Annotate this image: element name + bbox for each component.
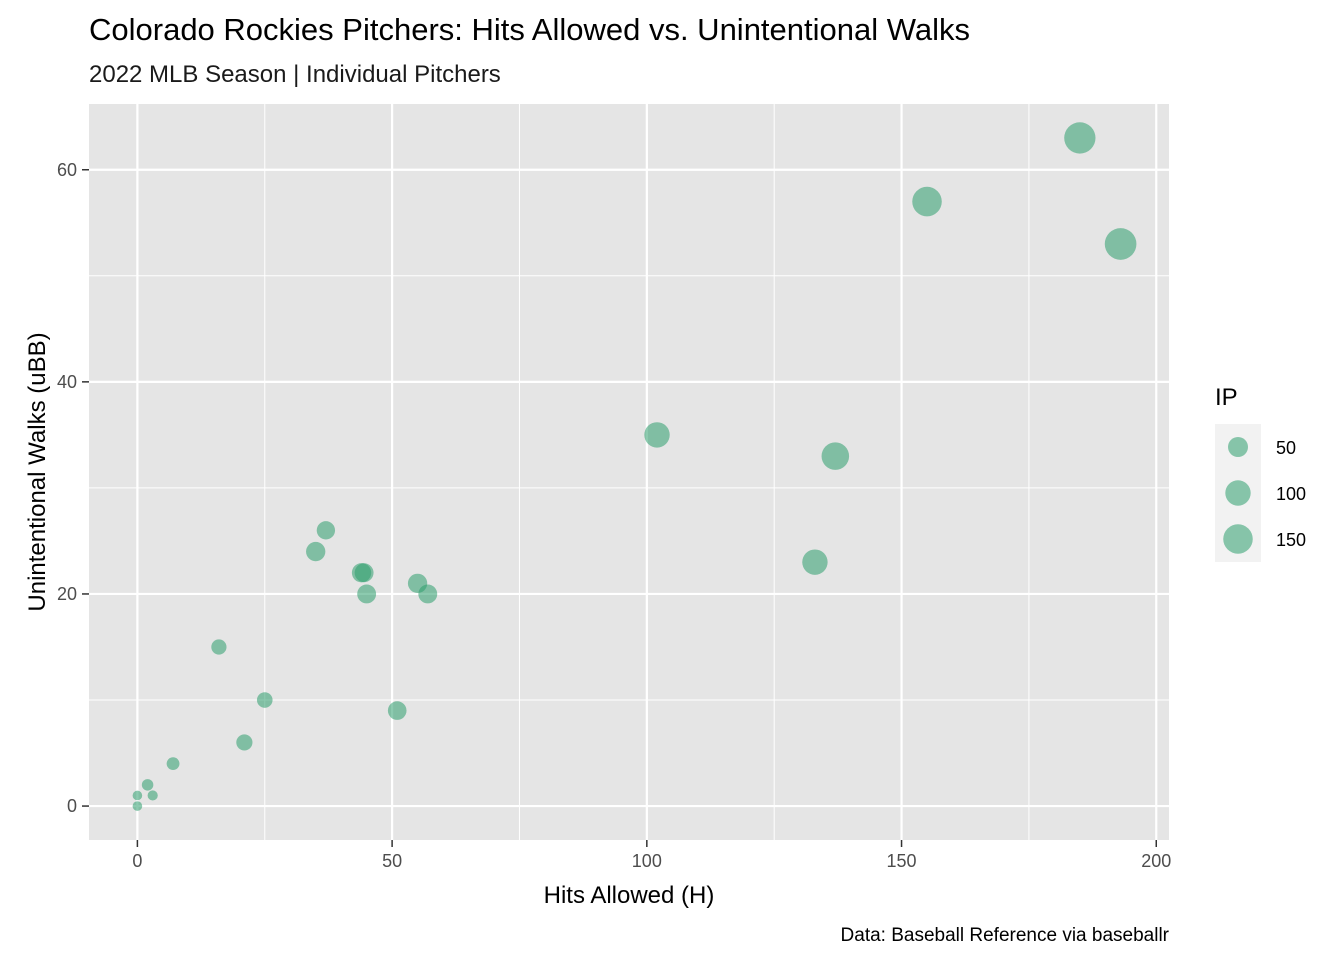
data-point <box>387 701 407 720</box>
data-point <box>644 422 670 448</box>
data-point <box>802 549 828 575</box>
data-point <box>316 521 336 540</box>
data-point <box>1104 228 1137 260</box>
major-gridlines <box>89 104 1169 840</box>
data-point <box>354 563 374 583</box>
x-tick-label: 200 <box>1141 851 1171 871</box>
data-point <box>1064 122 1096 154</box>
data-point <box>132 801 143 811</box>
y-tick-label: 40 <box>57 372 77 392</box>
chart-title: Colorado Rockies Pitchers: Hits Allowed … <box>89 12 970 47</box>
y-tick-label: 20 <box>57 584 77 604</box>
y-tick-label: 0 <box>67 796 77 816</box>
x-axis: 0 50 100 150 200 <box>132 840 1171 871</box>
data-point <box>418 584 438 604</box>
data-point <box>211 639 227 655</box>
data-points <box>132 122 1137 811</box>
legend-label: 100 <box>1276 484 1306 504</box>
y-tick-label: 60 <box>57 160 77 180</box>
x-axis-title: Hits Allowed (H) <box>544 882 715 909</box>
data-point <box>132 790 143 801</box>
data-point <box>141 779 154 791</box>
x-tick-label: 150 <box>887 851 917 871</box>
legend-label: 150 <box>1276 530 1306 550</box>
data-point <box>147 790 158 801</box>
size-legend: IP 50 100 150 <box>1215 384 1306 562</box>
legend-key-point <box>1225 480 1251 506</box>
data-point <box>236 734 253 751</box>
legend-key-point <box>1223 524 1253 554</box>
chart-caption: Data: Baseball Reference via baseballr <box>841 925 1170 946</box>
x-tick-label: 0 <box>132 851 142 871</box>
x-tick-label: 50 <box>382 851 402 871</box>
legend-label: 50 <box>1276 438 1296 458</box>
data-point <box>306 541 326 562</box>
x-tick-label: 100 <box>632 851 662 871</box>
legend-title: IP <box>1215 384 1238 411</box>
plot-panel <box>89 104 1169 840</box>
y-axis-title: Unintentional Walks (uBB) <box>24 332 51 611</box>
chart-subtitle: 2022 MLB Season | Individual Pitchers <box>89 61 501 88</box>
y-axis: 0 20 40 60 <box>57 160 89 816</box>
data-point <box>912 186 942 217</box>
data-point <box>166 757 180 771</box>
legend-key-point <box>1228 437 1248 457</box>
data-point <box>821 442 850 470</box>
data-point <box>256 692 273 708</box>
data-point <box>357 584 377 604</box>
